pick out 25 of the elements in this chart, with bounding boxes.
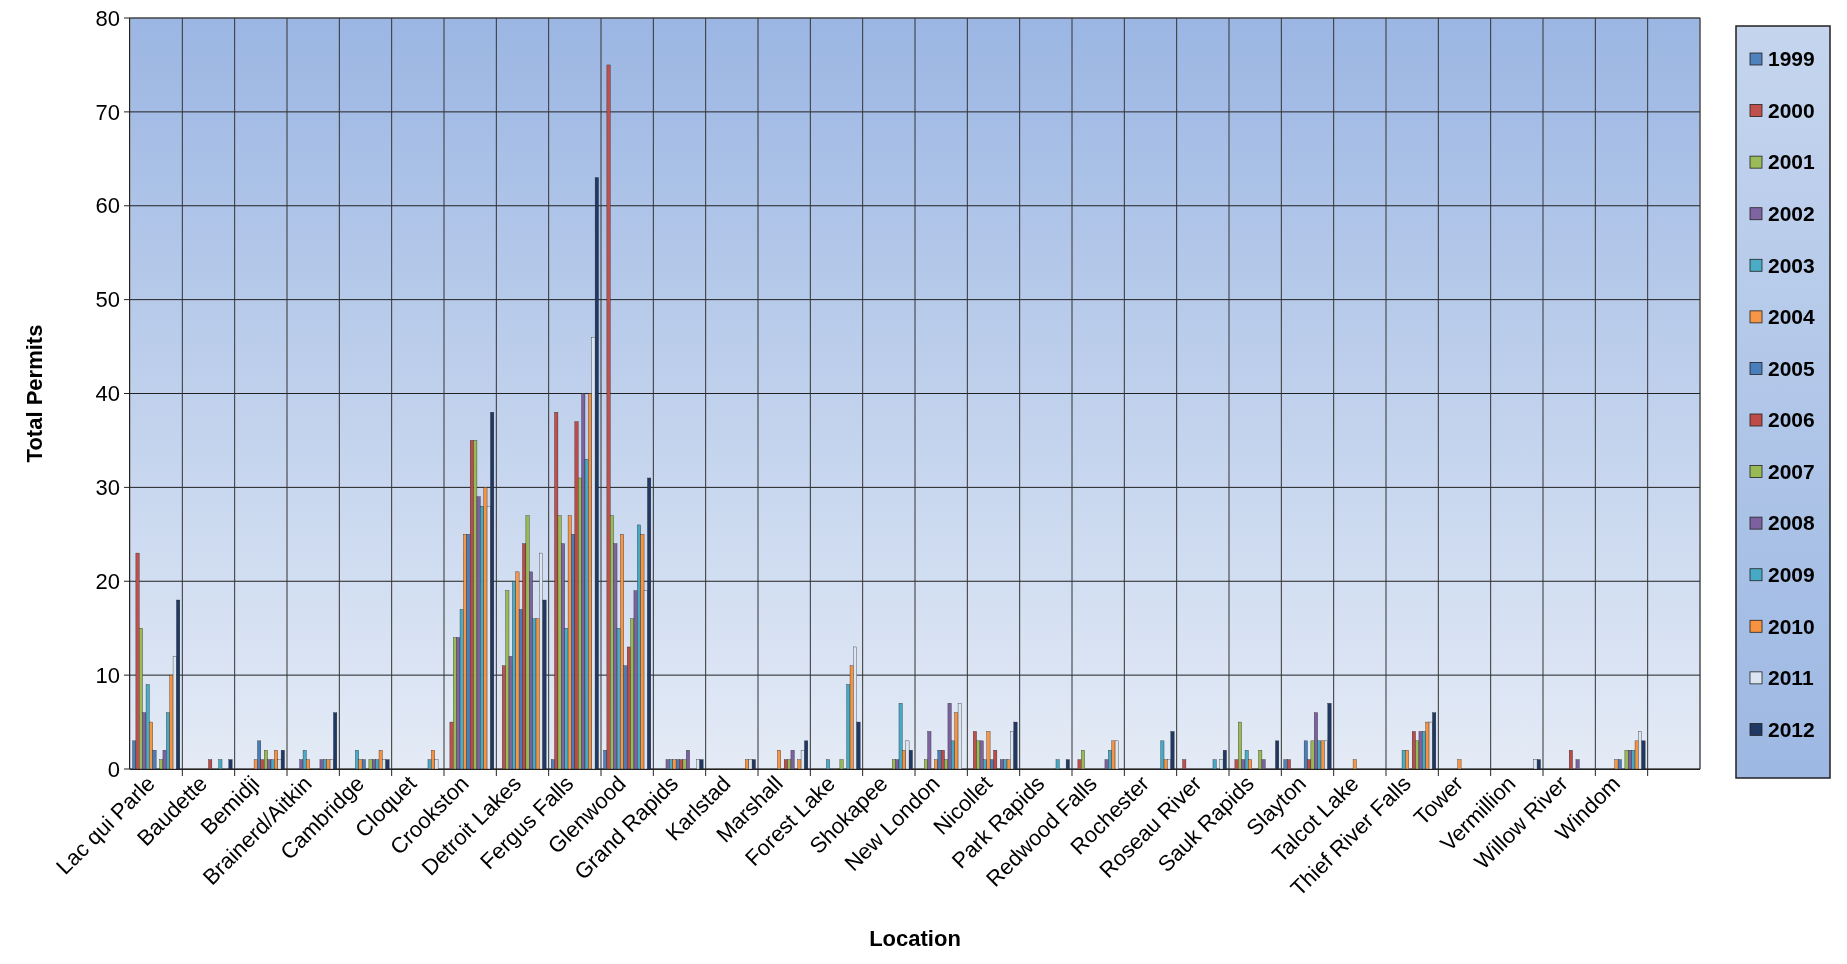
legend-label: 2001: [1768, 150, 1816, 174]
y-tick-label: 60: [95, 193, 120, 219]
legend-label: 2002: [1768, 202, 1815, 226]
y-tick-label: 30: [95, 475, 120, 501]
y-tick-label: 20: [95, 568, 120, 594]
y-tick-label: 40: [95, 381, 120, 407]
legend-label: 2007: [1768, 459, 1815, 483]
legend-label: 2008: [1768, 511, 1816, 535]
y-axis-title: Total Permits: [22, 324, 47, 463]
legend-label: 2011: [1768, 666, 1814, 690]
y-tick-label: 50: [95, 287, 120, 313]
legend-label: 2010: [1768, 614, 1815, 638]
legend-label: 1999: [1768, 47, 1815, 71]
legend-label: 2004: [1768, 305, 1816, 329]
x-axis-title: Location: [869, 926, 961, 951]
legend-label: 2003: [1768, 253, 1815, 277]
legend-label: 2005: [1768, 356, 1816, 380]
y-tick-label: 70: [95, 99, 120, 125]
y-tick-label: 10: [95, 662, 120, 688]
legend-label: 2012: [1768, 717, 1815, 741]
y-tick-label: 80: [95, 5, 120, 31]
legend-label: 2009: [1768, 563, 1815, 587]
legend-label: 2000: [1768, 98, 1815, 122]
y-tick-label: 0: [107, 756, 120, 782]
legend-label: 2006: [1768, 408, 1815, 432]
